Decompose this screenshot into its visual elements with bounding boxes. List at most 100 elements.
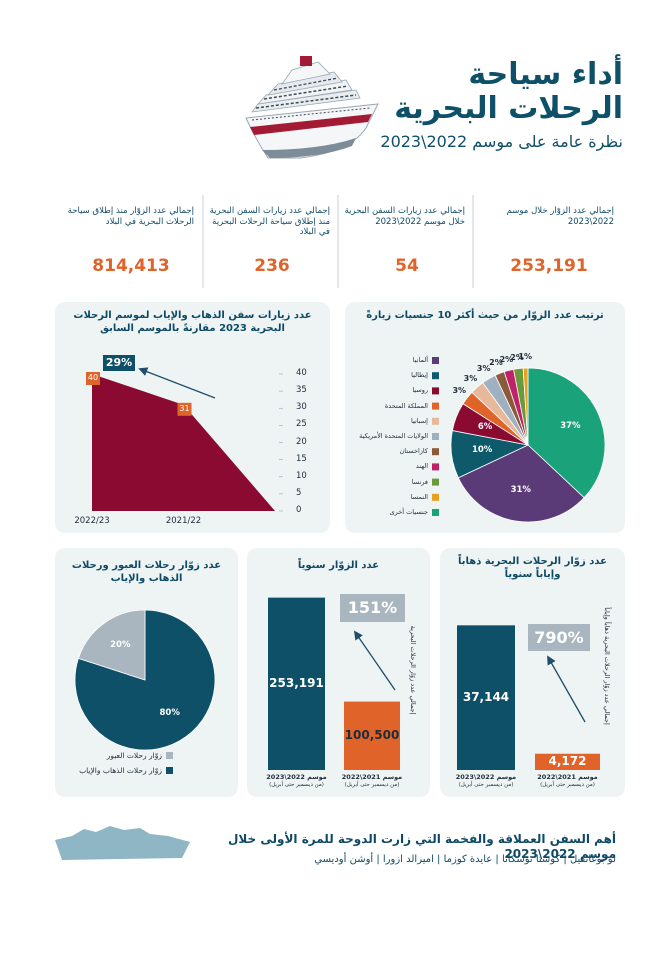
data-label: 4,172: [548, 753, 587, 768]
x-tick-label: موسم 2022\2023: [266, 773, 327, 781]
legend-label: النمسا: [410, 492, 428, 501]
area: [92, 374, 275, 511]
annotation-box: [528, 624, 590, 651]
subtitle: نظرة عامة على موسم 2022\2023: [380, 132, 623, 151]
bar: [535, 753, 600, 770]
legend-swatch: [166, 767, 173, 774]
x-tick-label: 2021/22: [165, 516, 202, 526]
y-tick-label: 10: [296, 470, 307, 481]
y-axis-label: إجمالي عدد زوّار الرحلات البحرية ذهاباً …: [603, 607, 612, 725]
legend-label: جنسيات أخرى: [389, 508, 428, 516]
y-tick-label: 20: [296, 436, 307, 447]
annotation-box: [103, 355, 135, 371]
stat-value: 814,413: [92, 256, 170, 276]
data-label: 31%: [510, 484, 531, 495]
data-label: 2%: [499, 354, 514, 364]
y-axis-label: إجمالي عدد زوّار الرحلات البحرية: [409, 625, 418, 715]
stat-label: إجمالي عدد الزوّار خلال موسم 2022\2023: [506, 206, 614, 227]
legend-swatch: [432, 417, 439, 425]
legend-swatch: [432, 433, 439, 440]
chart-title: عدد زوّار الرحلات البحرية ذهاباً وإياباً…: [458, 556, 607, 580]
annotation-box: [340, 594, 405, 622]
data-label: 253,191: [269, 675, 324, 690]
legend-label: ألمانيا: [412, 356, 428, 364]
annotation-arrow: [547, 655, 586, 723]
legend-label: فرنسا: [411, 477, 428, 486]
chart-title: عدد زوّار رحلات العبور ورحلات الذهاب وال…: [71, 560, 222, 584]
annotation: 151%: [347, 598, 398, 617]
footer-heading: أهم السفن العملاقة والفخمة التي زارت الد…: [228, 832, 616, 861]
legend-swatch: [432, 478, 439, 486]
legend-label: المملكة المتحدة: [384, 401, 428, 410]
legend-swatch: [432, 372, 439, 380]
y-tick-label: 25: [296, 419, 307, 430]
data-label: 6%: [477, 421, 493, 432]
value-label-box: [177, 402, 192, 416]
bar: [457, 625, 515, 770]
annotation-arrow: [138, 367, 216, 399]
data-label: 3%: [463, 373, 478, 383]
y-tick-label: 0: [296, 505, 302, 515]
legend-label: الهند: [415, 462, 428, 471]
chart-title: عدد زيارات سفن الذهاب والإياب لموسم الرح…: [73, 310, 312, 334]
annotation: 29%: [105, 356, 133, 369]
bar: [344, 701, 400, 770]
stat-label: إجمالي عدد زيارات السفن البحرية منذ إطلا…: [209, 206, 330, 238]
y-tick-label: 35: [296, 385, 307, 396]
title: أداء سياحة: [468, 57, 623, 92]
data-label: 20%: [110, 640, 131, 651]
legend-label: إسبانيا: [411, 416, 428, 425]
x-tick-label: موسم 2021\2022: [537, 773, 598, 781]
data-label: 37,144: [462, 689, 510, 704]
stat-value: 54: [395, 256, 419, 276]
data-label: 2%: [489, 358, 503, 368]
y-tick-label: 5: [296, 487, 302, 498]
value-label-box: [86, 372, 100, 385]
ship-illustration: [245, 56, 379, 159]
data-label: 2%: [510, 352, 524, 362]
stat-value: 253,191: [510, 256, 588, 276]
data-label: 80%: [159, 707, 180, 718]
legend-swatch: [432, 402, 439, 410]
ship-silhouette: [55, 826, 190, 860]
title: الرحلات البحرية: [394, 91, 623, 126]
data-label: 37%: [560, 420, 581, 431]
annotation-arrow: [353, 630, 396, 691]
data-label: 10%: [471, 444, 493, 455]
legend-label: روسيا: [412, 386, 428, 395]
legend-label: إيطاليا: [411, 371, 428, 380]
x-tick-sublabel: (من ديسمبر حتى أبريل): [269, 782, 324, 788]
legend-swatch: [166, 752, 173, 759]
y-tick-label: 30: [296, 402, 307, 413]
x-tick-sublabel: (من ديسمبر حتى أبريل): [540, 782, 595, 788]
x-tick-label: موسم 2022\2023: [455, 773, 517, 781]
stat-label: إجمالي عدد زيارات السفن البحرية خلال موس…: [344, 206, 465, 227]
legend-swatch: [432, 493, 439, 501]
legend-swatch: [432, 448, 439, 456]
x-tick-sublabel: (من ديسمبر حتى أبريل): [344, 782, 400, 788]
data-label: 100,500: [344, 727, 400, 742]
pie-slice: [527, 367, 606, 499]
footer-ships: لو بوغانفيل | كوستا توسكانا | عايدة كوزم…: [314, 854, 616, 865]
pie-slice: [457, 444, 585, 523]
legend-swatch: [432, 387, 439, 395]
x-tick-label: موسم 2021\2022: [341, 773, 403, 781]
pie-slice: [77, 609, 146, 681]
legend-label: زوّار رحلات الذهاب والإياب: [79, 766, 162, 775]
chart-title: ترتيب عدد الزوّار من حيث أكثر 10 جنسيات …: [366, 310, 604, 321]
y-tick-label: 15: [296, 453, 307, 464]
value-label: 31: [179, 403, 190, 413]
legend-label: زوّار رحلات العبور: [106, 751, 162, 760]
stat-value: 236: [254, 256, 290, 276]
pie-slice: [522, 367, 529, 446]
data-label: 1%: [518, 352, 533, 362]
chart-title: عدد الزوّار سنوياً: [297, 560, 380, 571]
legend-swatch: [432, 509, 439, 516]
stat-label: إجمالي عدد الزوّار منذ إطلاق سياحة الرحل…: [67, 206, 194, 227]
x-tick-label: 2022/23: [74, 516, 110, 526]
data-label: 3%: [452, 385, 467, 395]
legend-swatch: [432, 463, 439, 471]
value-label: 40: [87, 373, 99, 382]
